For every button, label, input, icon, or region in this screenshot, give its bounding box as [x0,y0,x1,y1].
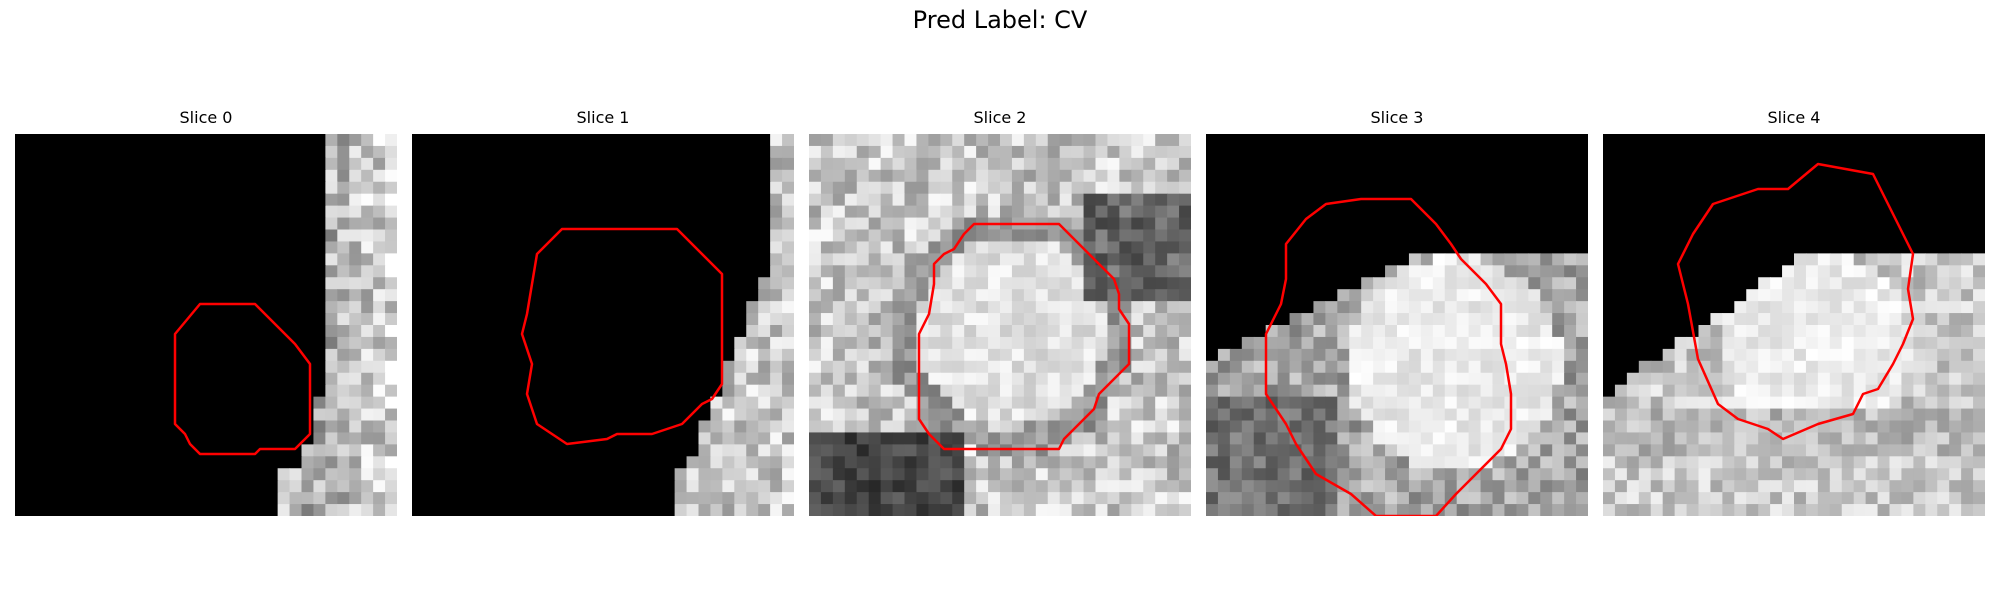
mri-slice-image [1206,134,1588,516]
slice-title: Slice 1 [576,108,630,127]
mri-slice-image [412,134,794,516]
segmentation-contour [520,227,724,446]
slice-title: Slice 2 [973,108,1027,127]
segmentation-contour [917,222,1131,451]
slice-panel-1: Slice 1 [412,110,794,516]
slice-panel-3: Slice 3 [1206,110,1588,516]
slice-panel-0: Slice 0 [15,110,397,516]
segmentation-contour [173,302,312,456]
slice-panel-2: Slice 2 [809,110,1191,516]
slice-title: Slice 4 [1767,108,1821,127]
mri-slice-image [809,134,1191,516]
mri-slice-image [1603,134,1985,516]
slice-title: Slice 3 [1370,108,1424,127]
segmentation-contour [1264,197,1513,516]
mri-slice-image [15,134,397,516]
slice-panel-4: Slice 4 [1603,110,1985,516]
figure-title: Pred Label: CV [912,6,1088,34]
slice-title: Slice 0 [179,108,233,127]
segmentation-contour [1676,162,1915,441]
